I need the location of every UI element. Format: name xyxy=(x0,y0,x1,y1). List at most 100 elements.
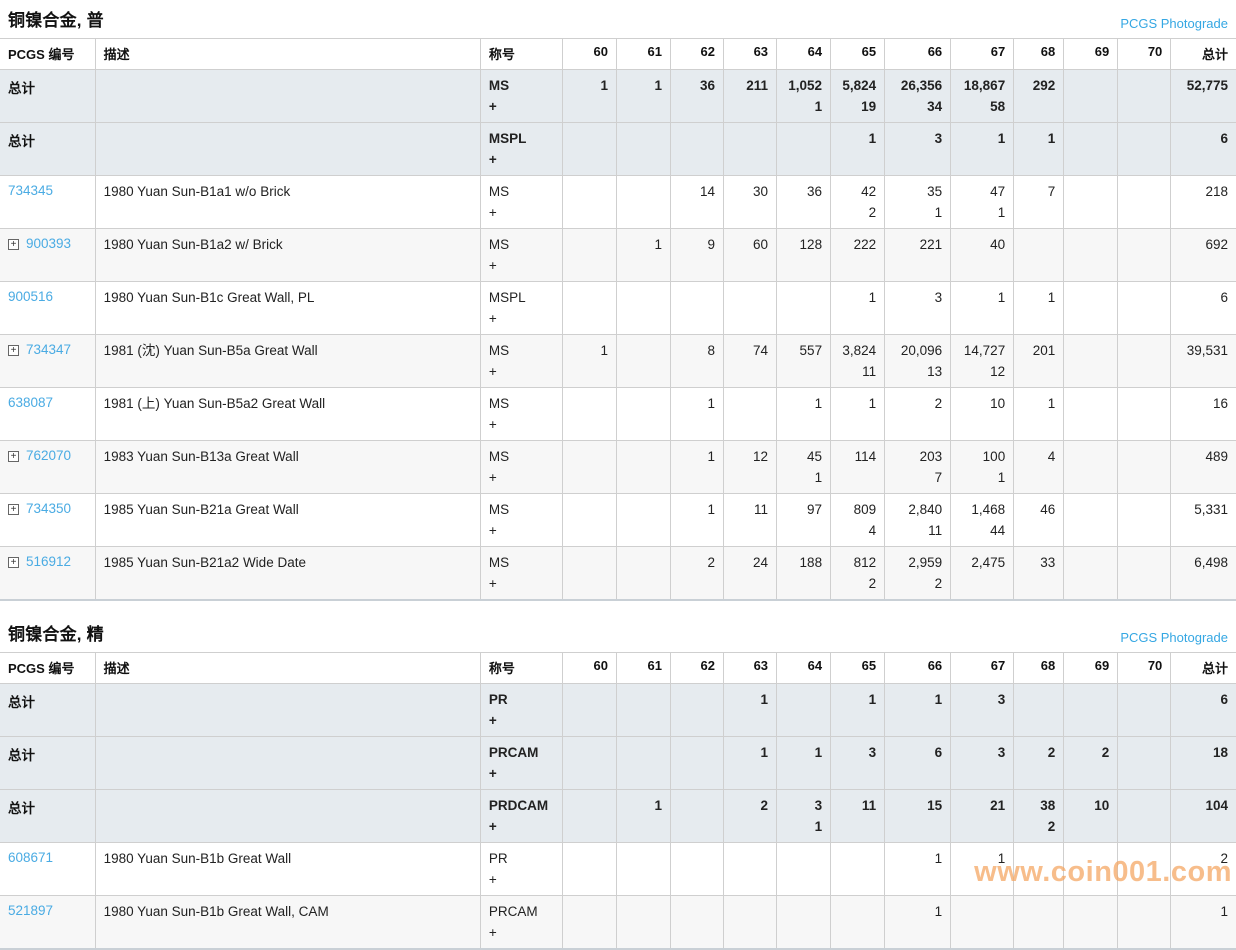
grade-plus-count xyxy=(785,523,822,539)
pcgs-number-link[interactable]: 734345 xyxy=(8,183,54,198)
pcgs-number-link[interactable]: 900393 xyxy=(26,236,72,251)
total-label: 总计 xyxy=(8,81,35,96)
grade-plus-count: 4 xyxy=(868,523,877,538)
expand-icon[interactable] xyxy=(8,557,19,568)
grade-count: 3 xyxy=(814,798,823,813)
grade-plus-count xyxy=(893,925,942,941)
cell-grade-count xyxy=(1063,683,1119,737)
total-count: 6,498 xyxy=(1194,555,1228,570)
cell-total: 104 xyxy=(1170,789,1236,843)
expand-icon[interactable] xyxy=(8,239,19,250)
grade-count: 40 xyxy=(990,237,1006,252)
grade-plus-count xyxy=(1126,258,1162,274)
cell-pcgs-id: 608671 xyxy=(0,842,96,896)
designation-plus: + xyxy=(488,523,497,538)
cell-pcgs-id: 734347 xyxy=(0,334,96,388)
expand-icon[interactable] xyxy=(8,451,19,462)
grade-plus-count xyxy=(959,576,1005,592)
cell-grade-count: 292 xyxy=(1013,69,1065,123)
grade-count: 1 xyxy=(868,692,877,707)
designation-plus: + xyxy=(488,417,497,432)
cell-grade-count xyxy=(561,895,617,950)
description-text: 1985 Yuan Sun-B21a2 Wide Date xyxy=(103,555,306,570)
cell-grade-count xyxy=(1117,440,1172,494)
cell-grade-count: 8 xyxy=(669,334,725,388)
grade-count: 3 xyxy=(997,745,1006,760)
pcgs-number-link[interactable]: 734350 xyxy=(26,501,72,516)
grade-plus-count xyxy=(732,152,768,168)
grade-plus-count xyxy=(625,576,662,592)
grade-plus-count xyxy=(679,417,715,433)
grade-count: 2 xyxy=(760,798,769,813)
cell-grade-count: 21 xyxy=(950,789,1015,843)
grade-count xyxy=(679,903,715,920)
cell-grade-count xyxy=(1063,493,1119,547)
grade-count xyxy=(959,903,1005,920)
cell-grade-count xyxy=(776,895,832,950)
pcgs-number-link[interactable]: 762070 xyxy=(26,448,72,463)
grade-count xyxy=(785,289,822,306)
pcgs-number-link[interactable]: 608671 xyxy=(8,850,54,865)
cell-grade-count xyxy=(950,895,1015,950)
cell-description: 1980 Yuan Sun-B1a1 w/o Brick xyxy=(94,175,481,229)
header-row: PCGS 编号 描述 称号 60 61 62 63 64 65 66 67 68 69 70 总计 xyxy=(0,38,1236,70)
photograde-link[interactable]: PCGS Photograde xyxy=(1120,630,1228,645)
grade-count xyxy=(1072,554,1109,571)
grade-count xyxy=(571,797,608,814)
grade-count: 12 xyxy=(753,449,769,464)
pcgs-number-link[interactable]: 521897 xyxy=(8,903,54,918)
grade-plus-count xyxy=(839,819,876,835)
grade-plus-count xyxy=(571,205,608,221)
designation-plus: + xyxy=(488,470,497,485)
col-header-grade: 63 xyxy=(723,38,778,70)
grade-plus-count xyxy=(1072,311,1109,327)
cell-grade-count: 2 xyxy=(1013,736,1065,790)
designation-text: MS xyxy=(488,237,510,252)
cell-grade-count xyxy=(1117,281,1172,335)
cell-grade-count xyxy=(1063,895,1119,950)
grade-plus-count xyxy=(625,523,662,539)
description-text: 1981 (上) Yuan Sun-B5a2 Great Wall xyxy=(103,396,326,411)
grade-count xyxy=(1126,236,1162,253)
cell-pcgs-id: 516912 xyxy=(0,546,96,601)
grade-plus-count xyxy=(893,766,942,782)
grade-count: 201 xyxy=(1032,343,1056,358)
grade-plus-count xyxy=(1126,99,1162,115)
grade-count: 1 xyxy=(1047,131,1056,146)
grade-plus-count xyxy=(571,576,608,592)
photograde-link[interactable]: PCGS Photograde xyxy=(1120,16,1228,31)
grade-plus-count xyxy=(679,576,715,592)
description-text: 1983 Yuan Sun-B13a Great Wall xyxy=(103,449,299,464)
grade-count: 1 xyxy=(997,851,1006,866)
cell-designation: PRDCAM + xyxy=(479,789,563,843)
grade-plus-count xyxy=(1126,523,1162,539)
total-count: 1 xyxy=(1220,904,1228,919)
cell-grade-count xyxy=(776,281,832,335)
pcgs-number-link[interactable]: 734347 xyxy=(26,342,72,357)
designation-text: MS xyxy=(488,449,510,464)
cell-designation: MS + xyxy=(479,228,563,282)
designation-text: MS xyxy=(488,343,510,358)
cell-total: 6 xyxy=(1170,122,1236,176)
expand-icon[interactable] xyxy=(8,345,19,356)
pcgs-number-link[interactable]: 638087 xyxy=(8,395,54,410)
pcgs-number-link[interactable]: 900516 xyxy=(8,289,54,304)
grade-count xyxy=(1072,448,1109,465)
grade-count: 1 xyxy=(814,396,823,411)
grade-plus-count xyxy=(625,713,662,729)
grade-plus-count xyxy=(732,523,768,539)
table-row: 总计 MS +1 1 36 211 1,052 1 5,824 19 26,356 34 18,867 5… xyxy=(0,69,1236,123)
grade-plus-count xyxy=(1126,766,1162,782)
grade-plus-count xyxy=(571,311,608,327)
expand-icon[interactable] xyxy=(8,504,19,515)
cell-grade-count xyxy=(561,175,617,229)
description-text: 1980 Yuan Sun-B1b Great Wall xyxy=(103,851,292,866)
pcgs-number-link[interactable]: 516912 xyxy=(26,554,72,569)
grade-plus-count: 13 xyxy=(927,364,943,379)
grade-count xyxy=(571,183,608,200)
grade-count: 4 xyxy=(1047,449,1056,464)
grade-plus-count xyxy=(1022,258,1055,274)
grade-count xyxy=(625,395,662,412)
grade-plus-count xyxy=(893,819,942,835)
cell-grade-count: 1 xyxy=(723,683,778,737)
